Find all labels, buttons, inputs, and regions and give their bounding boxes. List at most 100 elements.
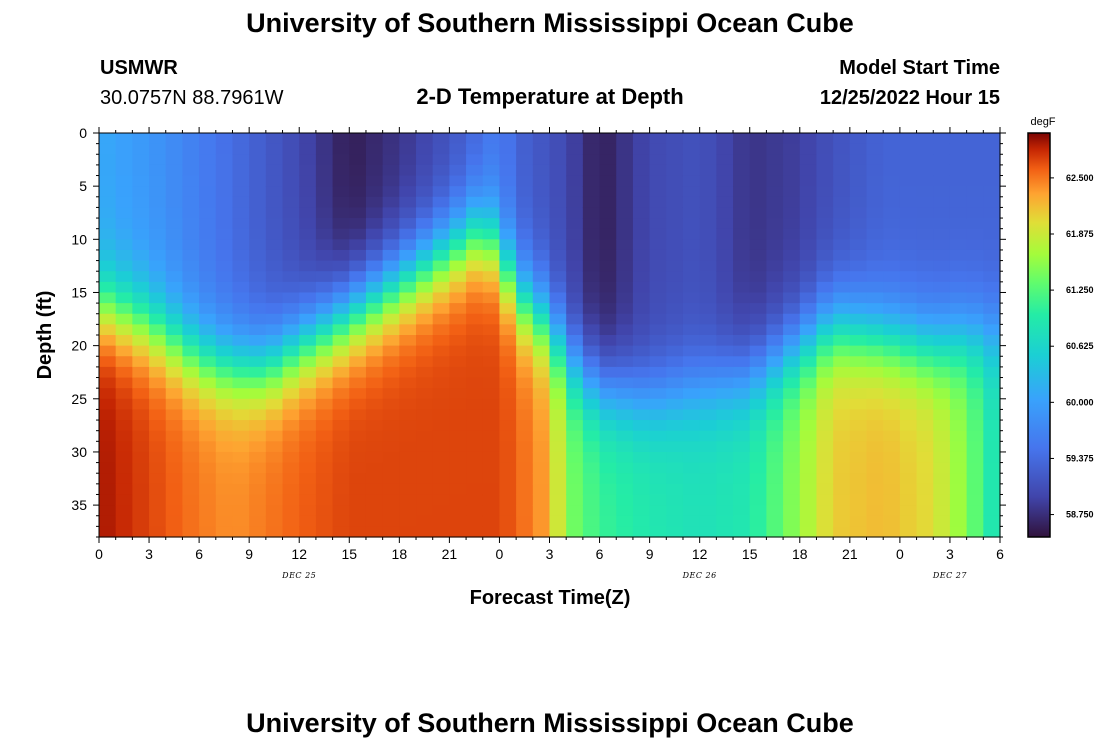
heat-cell	[165, 409, 184, 421]
heat-cell	[115, 133, 133, 145]
heat-cell	[432, 292, 450, 304]
heat-cell	[516, 260, 534, 272]
heat-cell	[849, 505, 868, 517]
heat-cell	[966, 345, 984, 357]
heat-cell	[916, 196, 934, 209]
heat-cell	[299, 249, 317, 262]
heat-cell	[165, 366, 184, 379]
heat-cell	[749, 335, 768, 347]
heat-cell	[349, 388, 367, 400]
heat-cell	[783, 239, 801, 251]
heat-cell	[232, 186, 250, 198]
heat-cell	[232, 409, 250, 421]
heat-cell	[282, 526, 300, 538]
heat-cell	[799, 473, 818, 485]
heat-cell	[582, 409, 601, 421]
heat-cell	[966, 409, 984, 421]
heat-cell	[733, 494, 751, 506]
heat-cell	[582, 388, 601, 400]
heat-cell	[516, 473, 534, 485]
heat-cell	[666, 143, 684, 155]
heat-cell	[816, 271, 834, 283]
heat-cell	[249, 398, 267, 411]
heat-cell	[566, 505, 584, 517]
heat-cell	[649, 398, 667, 411]
heat-cell	[833, 377, 851, 389]
heat-cell	[566, 377, 584, 389]
heat-cell	[949, 451, 968, 464]
heat-cell	[466, 526, 484, 538]
heat-cell	[833, 239, 851, 251]
heat-cell	[482, 239, 501, 251]
heat-cell	[232, 505, 250, 517]
heat-cell	[966, 505, 984, 517]
heat-cell	[332, 409, 350, 421]
heat-cell	[315, 239, 334, 251]
heat-cell	[899, 388, 918, 400]
heat-cell	[265, 313, 284, 325]
heat-cell	[749, 345, 768, 357]
heat-cell	[933, 409, 951, 421]
heat-cell	[482, 292, 501, 304]
heat-cell	[632, 143, 651, 155]
heat-cell	[332, 281, 350, 294]
heat-cell	[532, 366, 551, 379]
heat-cell	[666, 430, 684, 442]
heat-cell	[165, 335, 184, 347]
heat-cell	[332, 249, 350, 262]
heat-cell	[232, 324, 250, 336]
heat-cell	[99, 388, 117, 400]
heat-cell	[666, 228, 684, 240]
heat-cell	[816, 356, 834, 368]
heat-cell	[249, 473, 267, 485]
heat-cell	[215, 175, 234, 187]
heat-cell	[599, 207, 617, 219]
heat-cell	[249, 515, 267, 527]
heat-cell	[916, 186, 934, 198]
heat-cell	[365, 345, 384, 357]
heat-cell	[282, 409, 300, 421]
heat-cell	[883, 366, 901, 379]
heat-cell	[466, 441, 484, 453]
heat-cell	[599, 335, 617, 347]
heat-cell	[432, 239, 450, 251]
heat-cell	[466, 196, 484, 209]
heat-cell	[716, 473, 734, 485]
heat-cell	[516, 143, 534, 155]
heat-cell	[516, 154, 534, 166]
heat-cell	[532, 441, 551, 453]
heat-cell	[265, 133, 284, 145]
heat-cell	[566, 271, 584, 283]
heat-cell	[933, 505, 951, 517]
heat-cell	[766, 260, 784, 272]
heat-cell	[466, 207, 484, 219]
heat-cell	[466, 281, 484, 294]
heat-cell	[632, 441, 651, 453]
heat-cell	[866, 313, 884, 325]
heat-cell	[365, 143, 384, 155]
heat-cell	[315, 356, 334, 368]
heat-cell	[799, 207, 818, 219]
heat-cell	[599, 388, 617, 400]
heat-cell	[883, 313, 901, 325]
heat-cell	[449, 196, 467, 209]
heat-cell	[899, 409, 918, 421]
heat-cell	[582, 366, 601, 379]
heat-cell	[499, 377, 517, 389]
heat-cell	[115, 345, 133, 357]
heat-cell	[916, 175, 934, 187]
heat-cell	[215, 324, 234, 336]
heat-cell	[833, 526, 851, 538]
heat-cell	[682, 388, 701, 400]
heat-cell	[265, 483, 284, 496]
heat-cell	[365, 186, 384, 198]
heat-cell	[849, 473, 868, 485]
station-coordinates: 30.0757N 88.7961W	[100, 87, 284, 109]
heat-cell	[949, 303, 968, 315]
heat-cell	[466, 324, 484, 336]
heat-cell	[99, 281, 117, 294]
heat-cell	[416, 356, 434, 368]
heat-cell	[165, 303, 184, 315]
heat-cell	[182, 494, 200, 506]
heat-cell	[566, 324, 584, 336]
